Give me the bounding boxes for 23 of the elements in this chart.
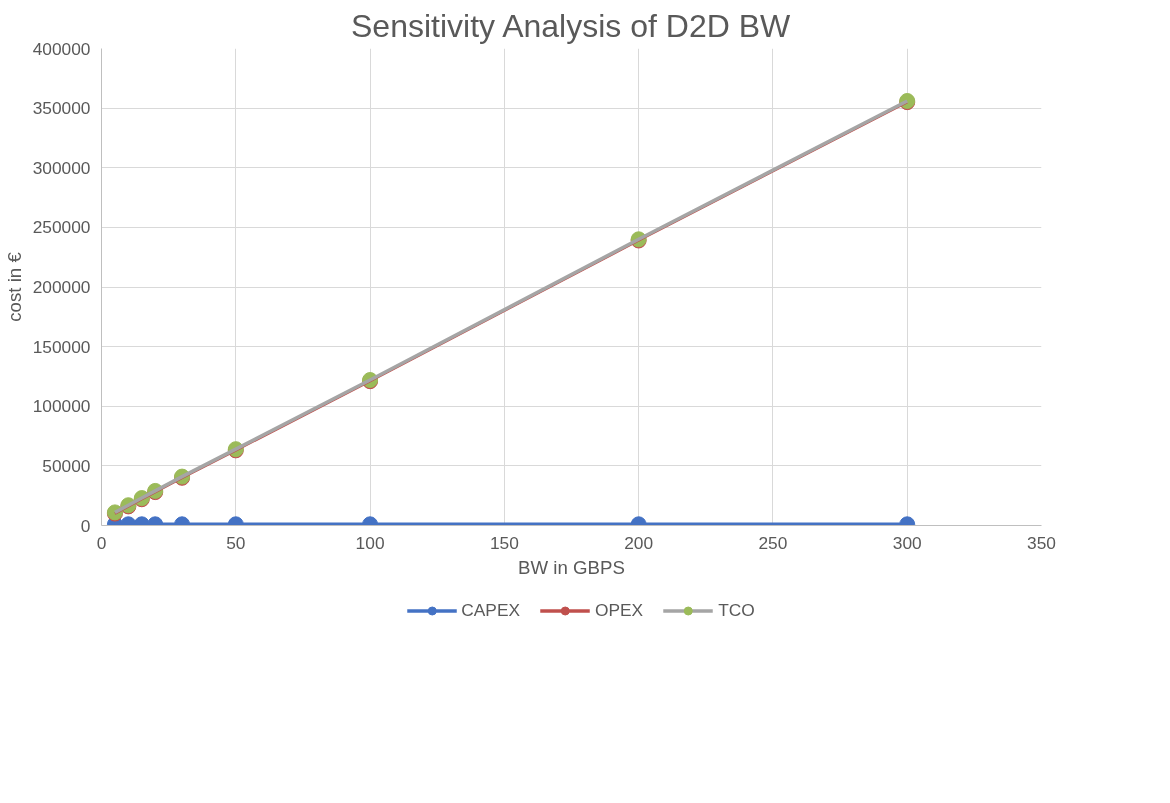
legend-label: OPEX — [595, 599, 644, 621]
y-tick-label: 350000 — [32, 98, 91, 119]
x-tick-label: 200 — [624, 532, 654, 553]
y-axis-title: cost in € — [3, 251, 25, 322]
y-tick-label: 400000 — [32, 38, 91, 59]
legend-label: CAPEX — [461, 599, 521, 621]
x-tick-label: 300 — [892, 532, 922, 553]
y-tick-label: 300000 — [32, 157, 91, 178]
x-tick-label: 100 — [355, 532, 385, 553]
y-tick-label: 150000 — [32, 336, 91, 357]
y-tick-label: 200000 — [32, 277, 91, 297]
x-tick-label: 50 — [226, 532, 246, 553]
x-axis-title: BW in GBPS — [518, 556, 625, 578]
y-tick-label: 50000 — [42, 455, 91, 476]
y-tick-label: 250000 — [32, 217, 91, 238]
x-tick-label: 350 — [1027, 532, 1056, 553]
legend-label: TCO — [718, 599, 755, 621]
x-tick-label: 250 — [758, 532, 788, 553]
x-tick-label: 0 — [96, 532, 107, 553]
x-tick-label: 150 — [489, 532, 519, 553]
y-tick-label: 100000 — [32, 396, 91, 417]
chart-title: Sensitivity Analysis of D2D BW — [350, 7, 792, 44]
y-tick-label: 0 — [80, 515, 91, 536]
